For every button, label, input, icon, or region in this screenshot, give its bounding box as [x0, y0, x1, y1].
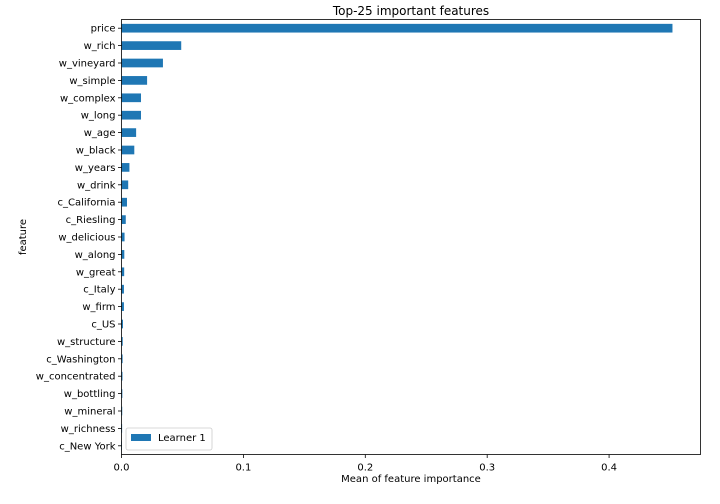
y-tick-label: w_delicious	[58, 233, 115, 244]
y-tick-label: w_long	[81, 111, 116, 122]
bar-w-vineyard	[121, 58, 163, 68]
bar-w-drink	[121, 180, 129, 190]
y-tick-label: c_New York	[59, 441, 115, 452]
y-tick-label: w_mineral	[64, 407, 115, 418]
y-tick-label: w_rich	[84, 41, 116, 52]
y-tick-label: w_firm	[82, 302, 115, 313]
y-axis-ticks: price w_rich w_vineyard w_simple w_complex w_…	[36, 24, 122, 452]
bar-w-age	[121, 128, 137, 137]
y-tick-label: w_great	[76, 267, 116, 278]
bar-price	[121, 23, 673, 33]
legend: Learner 1	[125, 427, 213, 451]
y-tick-label: w_complex	[60, 93, 116, 104]
y-tick-label: c_Riesling	[66, 215, 116, 226]
y-tick-label: c_US	[91, 320, 115, 331]
y-tick-label: c_Italy	[83, 285, 115, 296]
y-tick-label: w_along	[75, 250, 116, 261]
y-tick-label: w_drink	[77, 180, 116, 191]
y-tick-label: w_concentrated	[36, 372, 116, 383]
y-tick-label: w_richness	[61, 424, 116, 435]
legend-box	[125, 427, 213, 451]
bar-w-along	[121, 250, 125, 259]
bar-c-california	[121, 197, 127, 207]
y-tick-label: w_age	[84, 128, 116, 139]
y-tick-label: w_bottling	[64, 389, 116, 400]
bar-c-riesling	[121, 215, 126, 224]
bar-w-rich	[121, 41, 182, 50]
y-tick-label: w_structure	[57, 337, 116, 348]
legend-swatch	[131, 434, 151, 441]
x-tick-label: 0.4	[601, 463, 617, 474]
y-tick-label: c_Washington	[46, 354, 115, 365]
y-tick-label: w_black	[76, 146, 116, 157]
y-axis-label: feature	[18, 219, 29, 255]
bar-w-simple	[121, 76, 148, 85]
bar-w-great	[121, 267, 125, 277]
bar-w-black	[121, 145, 135, 155]
y-tick-label: w_simple	[69, 76, 115, 87]
bar-w-firm	[121, 302, 124, 311]
bar-w-years	[121, 163, 130, 172]
bar-w-structure	[121, 337, 123, 346]
bar-w-delicious	[121, 232, 125, 242]
y-tick-label: price	[91, 24, 116, 35]
x-tick-label: 0.1	[235, 463, 251, 474]
bar-w-complex	[121, 93, 142, 103]
bar-w-long	[121, 110, 142, 120]
x-axis-ticks: 0.0 0.1 0.2 0.3 0.4	[114, 454, 617, 474]
bar-c-washington	[121, 354, 123, 364]
bar-w-concentrated	[121, 371, 123, 381]
plot-frame	[121, 19, 701, 455]
x-tick-label: 0.0	[114, 463, 130, 474]
y-tick-label: c_California	[58, 198, 116, 209]
x-tick-label: 0.3	[479, 463, 495, 474]
bar-c-italy	[121, 284, 124, 294]
bar-w-bottling	[121, 389, 123, 398]
x-axis-label: Mean of feature importance	[341, 474, 481, 485]
bars-group	[121, 23, 673, 451]
chart-title: Top-25 important features	[332, 4, 489, 18]
legend-label: Learner 1	[158, 433, 206, 444]
bar-c-us	[121, 319, 123, 329]
y-tick-label: w_years	[75, 163, 116, 174]
y-tick-label: w_vineyard	[59, 59, 116, 70]
x-tick-label: 0.2	[357, 463, 373, 474]
